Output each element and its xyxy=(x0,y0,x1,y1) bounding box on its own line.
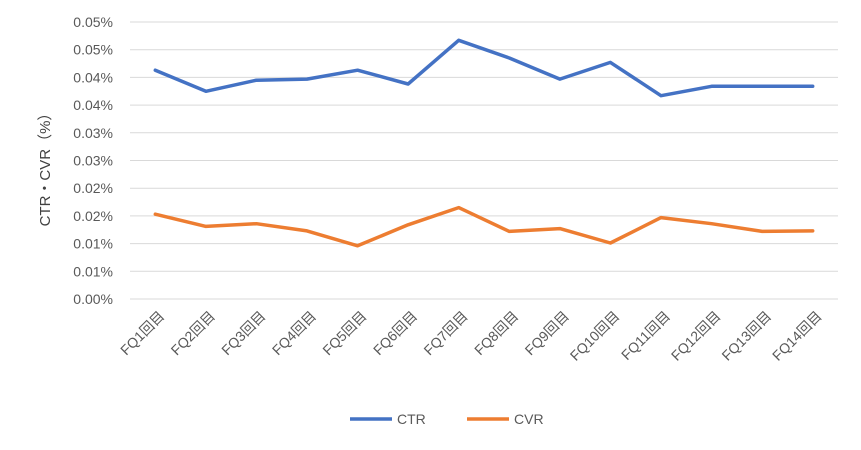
y-tick-label: 0.03% xyxy=(73,153,113,169)
x-tick-label: FQ6回目 xyxy=(370,308,420,358)
x-tick-label: FQ4回目 xyxy=(269,308,319,358)
x-axis-ticks: FQ1回目 FQ2回目 FQ3回目 FQ4回目 FQ5回目 FQ6回目 FQ7回目 FQ8回目… xyxy=(117,308,825,364)
y-tick-label: 0.01% xyxy=(73,236,113,252)
y-tick-label: 0.05% xyxy=(73,42,113,58)
y-tick-label: 0.02% xyxy=(73,208,113,224)
gridlines xyxy=(130,21,838,300)
y-axis-label: CTR・CVR（%） xyxy=(37,106,54,227)
legend: CTR CVR xyxy=(350,411,544,427)
series-group xyxy=(153,38,815,248)
x-tick-label: FQ3回目 xyxy=(218,308,268,358)
x-tick-label: FQ7回目 xyxy=(420,308,470,358)
legend-label-ctr: CTR xyxy=(397,411,426,427)
x-tick-label: FQ10回目 xyxy=(567,308,623,364)
y-tick-label: 0.00% xyxy=(73,291,113,307)
x-tick-label: FQ1回目 xyxy=(117,308,167,358)
y-axis-ticks: 0.00% 0.01% 0.01% 0.02% 0.02% 0.03% 0.03% 0.04%… xyxy=(73,14,113,307)
legend-label-cvr: CVR xyxy=(514,411,544,427)
y-tick-label: 0.02% xyxy=(73,180,113,196)
y-tick-label: 0.01% xyxy=(73,263,113,279)
x-tick-label: FQ9回目 xyxy=(522,308,572,358)
x-tick-label: FQ14回目 xyxy=(769,308,825,364)
y-tick-label: 0.04% xyxy=(73,69,113,85)
x-tick-label: FQ12回目 xyxy=(668,308,724,364)
x-tick-label: FQ2回目 xyxy=(168,308,218,358)
series-line-ctr xyxy=(153,38,815,98)
y-tick-label: 0.04% xyxy=(73,97,113,113)
x-tick-label: FQ8回目 xyxy=(471,308,521,358)
x-tick-label: FQ5回目 xyxy=(319,308,369,358)
y-tick-label: 0.03% xyxy=(73,125,113,141)
x-tick-label: FQ13回目 xyxy=(718,308,774,364)
x-tick-label: FQ11回目 xyxy=(618,308,673,363)
y-tick-label: 0.05% xyxy=(73,14,113,30)
series-line-cvr xyxy=(153,205,815,248)
